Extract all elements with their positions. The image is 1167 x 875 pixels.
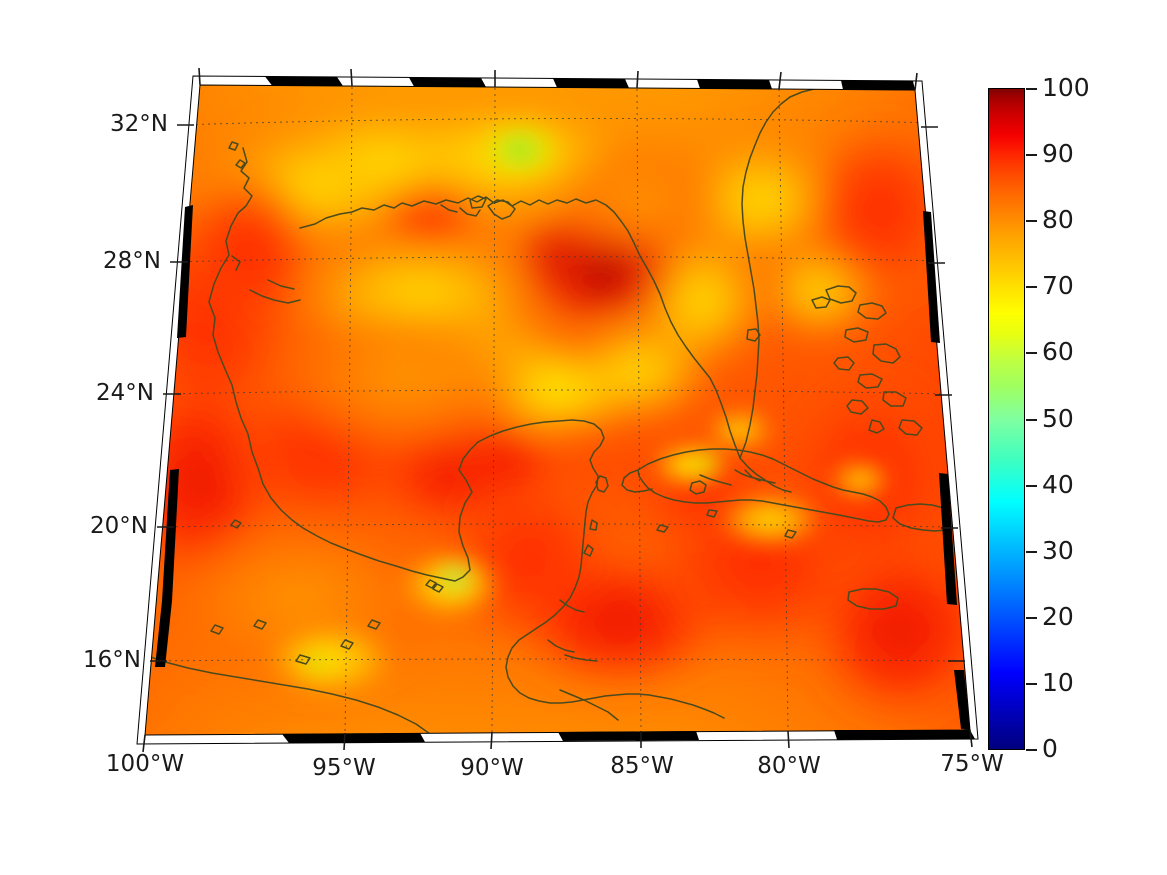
- graticule: [150, 86, 960, 734]
- colorbar-label-0: 0: [1042, 734, 1058, 763]
- colorbar-label-10: 10: [1042, 668, 1074, 697]
- colorbar-tick-50: [1026, 419, 1037, 421]
- colorbar-tick-30: [1026, 551, 1037, 553]
- axis-ticks: [142, 67, 973, 753]
- colorbar-label-100: 100: [1042, 73, 1090, 102]
- lat-tick-label-28N: 28°N: [103, 248, 161, 274]
- lon-tick-label-75W: 75°W: [940, 751, 1004, 777]
- lat-tick-label-20N: 20°N: [90, 513, 148, 539]
- colorbar[interactable]: 100 90 80 70 60 50 40 30 20 10 0: [988, 75, 1148, 763]
- colorbar-tick-60: [1026, 352, 1037, 354]
- map-frame: [136, 75, 979, 745]
- colorbar-label-30: 30: [1042, 536, 1074, 565]
- lat-tick-label-24N: 24°N: [96, 380, 154, 406]
- colorbar-label-70: 70: [1042, 271, 1074, 300]
- colorbar-tick-40: [1026, 485, 1037, 487]
- colorbar-tick-0: [1026, 749, 1037, 751]
- colorbar-tick-100: [1026, 88, 1037, 90]
- colorbar-tick-10: [1026, 683, 1037, 685]
- lon-tick-label-80W: 80°W: [757, 753, 821, 779]
- lon-tick-label-85W: 85°W: [610, 753, 674, 779]
- lon-tick-label-100W: 100°W: [105, 751, 185, 777]
- lon-tick-label-95W: 95°W: [312, 755, 376, 781]
- colorbar-label-80: 80: [1042, 205, 1074, 234]
- colorbar-tick-80: [1026, 220, 1037, 222]
- colorbar-tick-90: [1026, 154, 1037, 156]
- colorbar-label-20: 20: [1042, 602, 1074, 631]
- colorbar-tick-20: [1026, 617, 1037, 619]
- coastlines: [145, 87, 961, 735]
- colorbar-label-50: 50: [1042, 404, 1074, 433]
- colorbar-label-40: 40: [1042, 470, 1074, 499]
- colorbar-label-60: 60: [1042, 337, 1074, 366]
- colorbar-tick-70: [1026, 286, 1037, 288]
- lon-tick-label-90W: 90°W: [460, 755, 524, 781]
- colorbar-label-90: 90: [1042, 139, 1074, 168]
- lat-tick-label-32N: 32°N: [110, 111, 168, 137]
- colorbar-gradient[interactable]: [988, 88, 1025, 750]
- lat-tick-label-16N: 16°N: [83, 647, 141, 673]
